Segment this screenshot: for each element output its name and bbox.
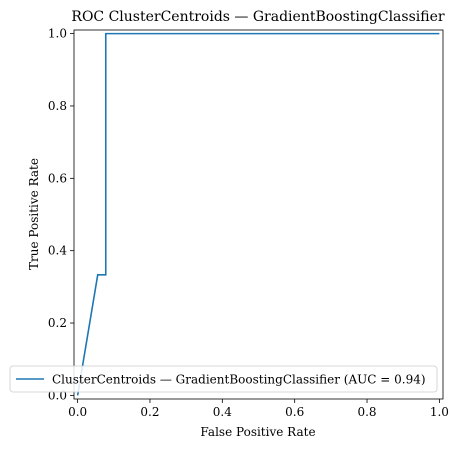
y-axis-label: True Positive Rate: [27, 158, 41, 270]
x-tick-label: 0.8: [357, 405, 376, 419]
y-tick-label: 0.6: [48, 171, 67, 185]
series-layer: [76, 32, 440, 396]
chart-title: ROC ClusterCentroids — GradientBoostingC…: [71, 9, 444, 25]
y-tick-label: 0.2: [48, 316, 67, 330]
x-tick-label: 1.0: [430, 405, 449, 419]
legend-entry: ClusterCentroids — GradientBoostingClass…: [52, 373, 426, 387]
x-tick-label: 0.6: [285, 405, 304, 419]
x-tick-label: 0.4: [213, 405, 232, 419]
y-tick-label: 0.8: [48, 99, 67, 113]
y-tick-label: 0.4: [48, 244, 67, 258]
x-axis-ticks: 0.0 0.2 0.4 0.6 0.8 1.0: [68, 399, 449, 419]
x-tick-label: 0.0: [68, 405, 87, 419]
roc-curve-line: [76, 32, 440, 396]
y-axis-ticks: 0.00.20.40.60.81.0: [48, 27, 74, 402]
x-axis-label: False Positive Rate: [200, 425, 315, 439]
x-tick-label: 0.2: [140, 405, 159, 419]
plot-background: [74, 30, 443, 399]
plot-area: [73, 29, 444, 400]
legend-box: [9, 365, 438, 393]
legend: ClusterCentroids — GradientBoostingClass…: [9, 365, 438, 393]
plot-frame: [73, 29, 444, 400]
y-tick-label: 1.0: [48, 27, 67, 41]
